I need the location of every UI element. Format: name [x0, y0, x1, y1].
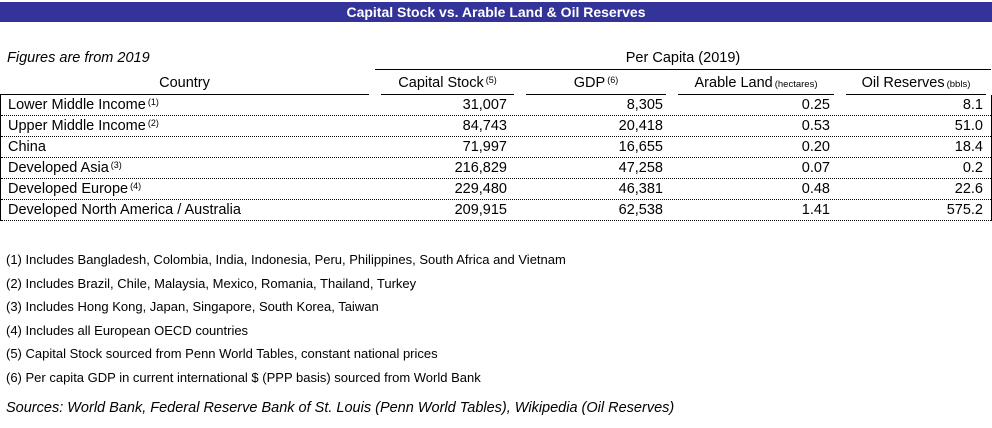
country-cell: Upper Middle Income (2) — [8, 118, 159, 134]
oil-reserves-cell: 22.6 — [954, 181, 983, 197]
arable-land-cell: 0.07 — [801, 160, 830, 176]
column-header-arable-land: Arable Land (hectares) — [678, 75, 834, 95]
table-row: Upper Middle Income (2) 84,743 20,418 0.5… — [1, 116, 991, 137]
capital-stock-cell: 216,829 — [454, 160, 507, 176]
arable-land-cell: 0.20 — [801, 139, 830, 155]
gdp-cell: 46,381 — [618, 181, 663, 197]
footnote-marker: (3) — [110, 160, 122, 170]
oil-reserves-cell: 0.2 — [962, 160, 983, 176]
footnote-5: (5) Capital Stock sourced from Penn Worl… — [6, 346, 438, 361]
footnote-2: (2) Includes Brazil, Chile, Malaysia, Me… — [6, 275, 417, 291]
title-bar: Capital Stock vs. Arable Land & Oil Rese… — [0, 2, 992, 22]
unit-label: (hectares) — [774, 79, 818, 90]
footnotes: (1) Includes Bangladesh, Colombia, India… — [0, 248, 992, 389]
table-row: Lower Middle Income (1) 31,007 8,305 0.25… — [1, 95, 991, 116]
footnote-marker: (5) — [485, 75, 497, 85]
table-row: China 71,997 16,655 0.20 18.4 — [1, 137, 991, 158]
oil-reserves-cell: 51.0 — [954, 118, 983, 134]
gdp-cell: 8,305 — [626, 97, 663, 113]
arable-land-cell: 0.48 — [801, 181, 830, 197]
country-cell: Developed Europe (4) — [8, 181, 142, 197]
table-row: Developed Asia (3) 216,829 47,258 0.07 0.… — [1, 158, 991, 179]
footnote-marker: (4) — [130, 181, 142, 191]
footnote-3: (3) Includes Hong Kong, Japan, Singapore… — [6, 299, 379, 314]
oil-reserves-cell: 575.2 — [946, 202, 983, 218]
page-title: Capital Stock vs. Arable Land & Oil Rese… — [346, 4, 646, 20]
gdp-cell: 47,258 — [618, 160, 663, 176]
table-row: Developed North America / Australia 209,… — [1, 200, 991, 221]
table-body: Lower Middle Income (1) 31,007 8,305 0.25… — [0, 95, 992, 221]
capital-stock-cell: 209,915 — [454, 202, 507, 218]
arable-land-cell: 0.53 — [801, 118, 830, 134]
footnote-4: (4) Includes all European OECD countries — [6, 322, 249, 338]
capital-stock-cell: 31,007 — [462, 97, 507, 113]
capital-stock-cell: 71,997 — [462, 139, 507, 155]
arable-land-cell: 1.41 — [801, 202, 830, 218]
column-header-oil-reserves: Oil Reserves (bbls) — [846, 75, 986, 95]
column-header-country: Country — [0, 75, 369, 95]
country-cell: Developed Asia (3) — [8, 160, 122, 176]
table-row: Developed Europe (4) 229,480 46,381 0.48 … — [1, 179, 991, 200]
capital-stock-cell: 229,480 — [454, 181, 507, 197]
column-header-row: Country Capital Stock (5) GDP (6) Arable L… — [0, 70, 992, 95]
unit-label: (bbls) — [946, 79, 971, 90]
gdp-cell: 62,538 — [618, 202, 663, 218]
group-header-row: Figures are from 2019 Per Capita (2019) — [0, 44, 992, 70]
footnote-marker: (2) — [147, 118, 159, 128]
figures-note: Figures are from 2019 — [7, 50, 150, 66]
footnote-marker: (1) — [147, 97, 159, 107]
footnote-1: (1) Includes Bangladesh, Colombia, India… — [6, 252, 566, 267]
sources-line: Sources: World Bank, Federal Reserve Ban… — [6, 400, 675, 416]
gdp-cell: 16,655 — [618, 139, 663, 155]
capital-stock-cell: 84,743 — [462, 118, 507, 134]
arable-land-cell: 0.25 — [801, 97, 830, 113]
gdp-cell: 20,418 — [618, 118, 663, 134]
country-cell: China — [8, 139, 46, 155]
column-header-capital-stock: Capital Stock (5) — [381, 75, 514, 95]
column-header-gdp: GDP (6) — [526, 75, 666, 95]
footnote-6: (6) Per capita GDP in current internatio… — [6, 369, 481, 385]
per-capita-group-header: Per Capita (2019) — [375, 50, 991, 70]
oil-reserves-cell: 8.1 — [962, 97, 983, 113]
footnote-marker: (6) — [607, 75, 619, 85]
country-cell: Lower Middle Income (1) — [8, 97, 159, 113]
oil-reserves-cell: 18.4 — [954, 139, 983, 155]
country-cell: Developed North America / Australia — [8, 202, 241, 218]
